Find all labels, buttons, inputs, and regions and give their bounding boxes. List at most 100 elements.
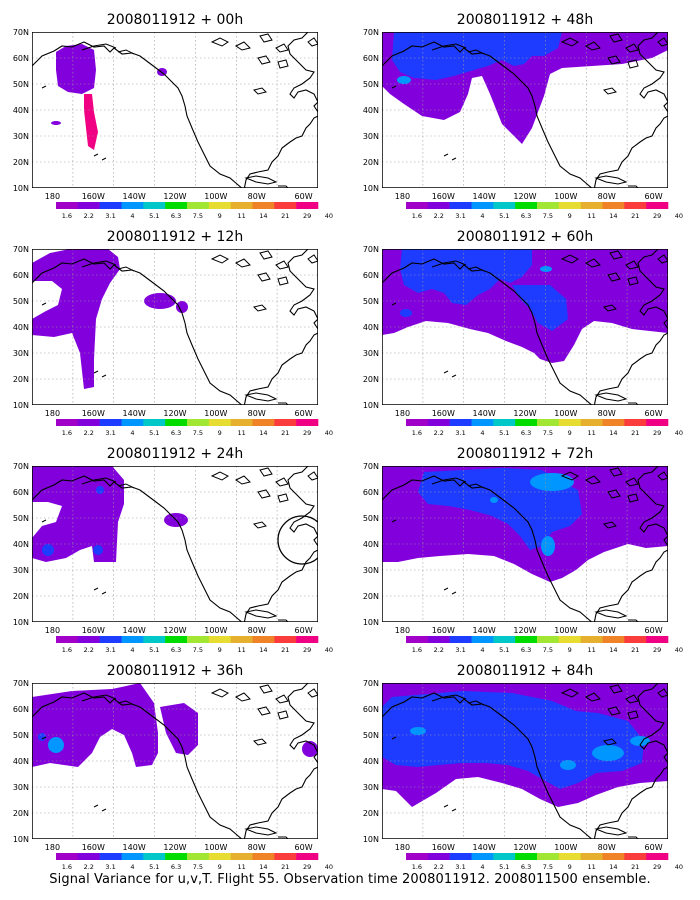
- latitude-label: 20N: [363, 158, 379, 167]
- color-bar-swatch: [646, 636, 669, 643]
- color-bar-swatch: [252, 853, 275, 860]
- latitude-label: 70N: [13, 679, 29, 688]
- map-panel: 2008011912 + 24h 70N 60N 50N 40N 30N 20N 10N 180…: [13, 446, 333, 654]
- color-bar-label: 1.6: [412, 646, 422, 654]
- caption-text: Signal Variance for u,v,T. Flight 55. Ob…: [49, 872, 651, 887]
- color-bar-label: 6.3: [171, 646, 181, 654]
- color-bar-label: 5.1: [149, 646, 159, 654]
- color-bar-swatch: [646, 202, 669, 209]
- color-bar-label: 7.5: [543, 646, 553, 654]
- color-bar-label: 40: [325, 429, 333, 437]
- color-bar-swatch: [449, 419, 472, 426]
- color-bar-label: 5.1: [149, 863, 159, 870]
- color-bar-swatch: [143, 419, 166, 426]
- color-bar-swatch: [427, 202, 450, 209]
- longitude-label: 120W: [163, 843, 186, 852]
- color-bar-label: 40: [675, 863, 683, 870]
- latitude-label: 20N: [363, 809, 379, 818]
- color-bar-label: 1.6: [412, 863, 422, 870]
- color-bar-label: 7.5: [193, 212, 203, 220]
- color-bar-swatch: [449, 853, 472, 860]
- latitude-label: 10N: [13, 618, 29, 627]
- color-bar-swatch: [406, 419, 429, 426]
- latitude-label: 50N: [13, 731, 29, 740]
- variance-contour: [32, 249, 120, 389]
- latitude-label: 60N: [363, 54, 379, 63]
- latitude-label: 70N: [13, 462, 29, 471]
- color-bar-swatch: [602, 202, 625, 209]
- color-bar-label: 29: [303, 646, 311, 654]
- longitude-label: 80W: [248, 409, 266, 418]
- longitude-label: 100W: [204, 626, 227, 635]
- color-bar-swatch: [208, 419, 231, 426]
- color-bar-swatch: [515, 636, 538, 643]
- variance-contour: [48, 737, 64, 753]
- color-bar-label: 9: [568, 646, 572, 654]
- latitude-label: 60N: [363, 705, 379, 714]
- color-bar-label: 9: [568, 212, 572, 220]
- color-bar-label: 1.6: [62, 212, 72, 220]
- color-bar-swatch: [121, 202, 144, 209]
- color-bar: 1.6 2.2 3.1 4 5.1 6.3 7.5 9 11 14 21 29 40: [56, 202, 333, 220]
- color-bar: 1.6 2.2 3.1 4 5.1 6.3 7.5 9 11 14 21 29 40: [406, 636, 683, 654]
- variance-contour: [530, 473, 574, 491]
- variance-contour: [160, 703, 198, 755]
- color-bar-swatch: [121, 419, 144, 426]
- color-bar-swatch: [77, 419, 100, 426]
- color-bar-swatch: [558, 202, 581, 209]
- color-bar-swatch: [143, 202, 166, 209]
- color-bar-swatch: [187, 853, 210, 860]
- latitude-label: 10N: [13, 835, 29, 844]
- color-bar-swatch: [56, 419, 79, 426]
- color-bar-swatch: [121, 853, 144, 860]
- color-bar-swatch: [77, 636, 100, 643]
- latitude-label: 60N: [363, 488, 379, 497]
- color-bar-swatch: [230, 419, 253, 426]
- longitude-label: 160W: [82, 843, 105, 852]
- variance-contour: [176, 301, 188, 313]
- color-bar-label: 4: [130, 429, 134, 437]
- color-bar-swatch: [274, 853, 297, 860]
- map-panel: 2008011912 + 60h 70N 60N 50N 40N 30N 20N 10N 180…: [363, 229, 683, 437]
- latitude-label: 10N: [13, 184, 29, 193]
- longitude-label: 80W: [248, 192, 266, 201]
- color-bar-swatch: [230, 636, 253, 643]
- longitude-label: 80W: [248, 626, 266, 635]
- variance-contour: [410, 727, 426, 735]
- color-bar-label: 40: [325, 863, 333, 870]
- latitude-label: 10N: [363, 184, 379, 193]
- longitude-label: 160W: [432, 192, 455, 201]
- latitude-label: 70N: [363, 28, 379, 37]
- color-bar-swatch: [646, 853, 669, 860]
- latitude-label: 40N: [363, 540, 379, 549]
- color-bar-swatch: [471, 636, 494, 643]
- color-bar-swatch: [274, 419, 297, 426]
- longitude-label: 180: [395, 626, 410, 635]
- latitude-label: 40N: [13, 540, 29, 549]
- color-bar-label: 6.3: [171, 429, 181, 437]
- longitude-label: 160W: [82, 626, 105, 635]
- latitude-label: 40N: [13, 106, 29, 115]
- color-bar-label: 21: [631, 429, 639, 437]
- latitude-label: 20N: [13, 592, 29, 601]
- variance-contour: [84, 94, 98, 150]
- variance-contour: [540, 266, 552, 272]
- latitude-label: 40N: [363, 106, 379, 115]
- color-bar-label: 3.1: [455, 212, 465, 220]
- color-bar-label: 29: [653, 863, 661, 870]
- figure-caption: Signal Variance for u,v,T. Flight 55. Ob…: [0, 872, 700, 887]
- color-bar-swatch: [274, 202, 297, 209]
- longitude-label: 60W: [645, 843, 663, 852]
- longitude-label: 100W: [204, 192, 227, 201]
- color-bar-swatch: [252, 419, 275, 426]
- variance-contour: [382, 691, 644, 789]
- color-bar-swatch: [56, 202, 79, 209]
- color-bar-swatch: [99, 853, 122, 860]
- color-bar-swatch: [558, 853, 581, 860]
- color-bar-swatch: [624, 853, 647, 860]
- longitude-label: 60W: [295, 409, 313, 418]
- color-bar: 1.6 2.2 3.1 4 5.1 6.3 7.5 9 11 14 21 29 40: [406, 202, 683, 220]
- color-bar-label: 14: [259, 863, 267, 870]
- panel-title: 2008011912 + 48h: [457, 12, 593, 28]
- color-bar-label: 2.2: [84, 429, 94, 437]
